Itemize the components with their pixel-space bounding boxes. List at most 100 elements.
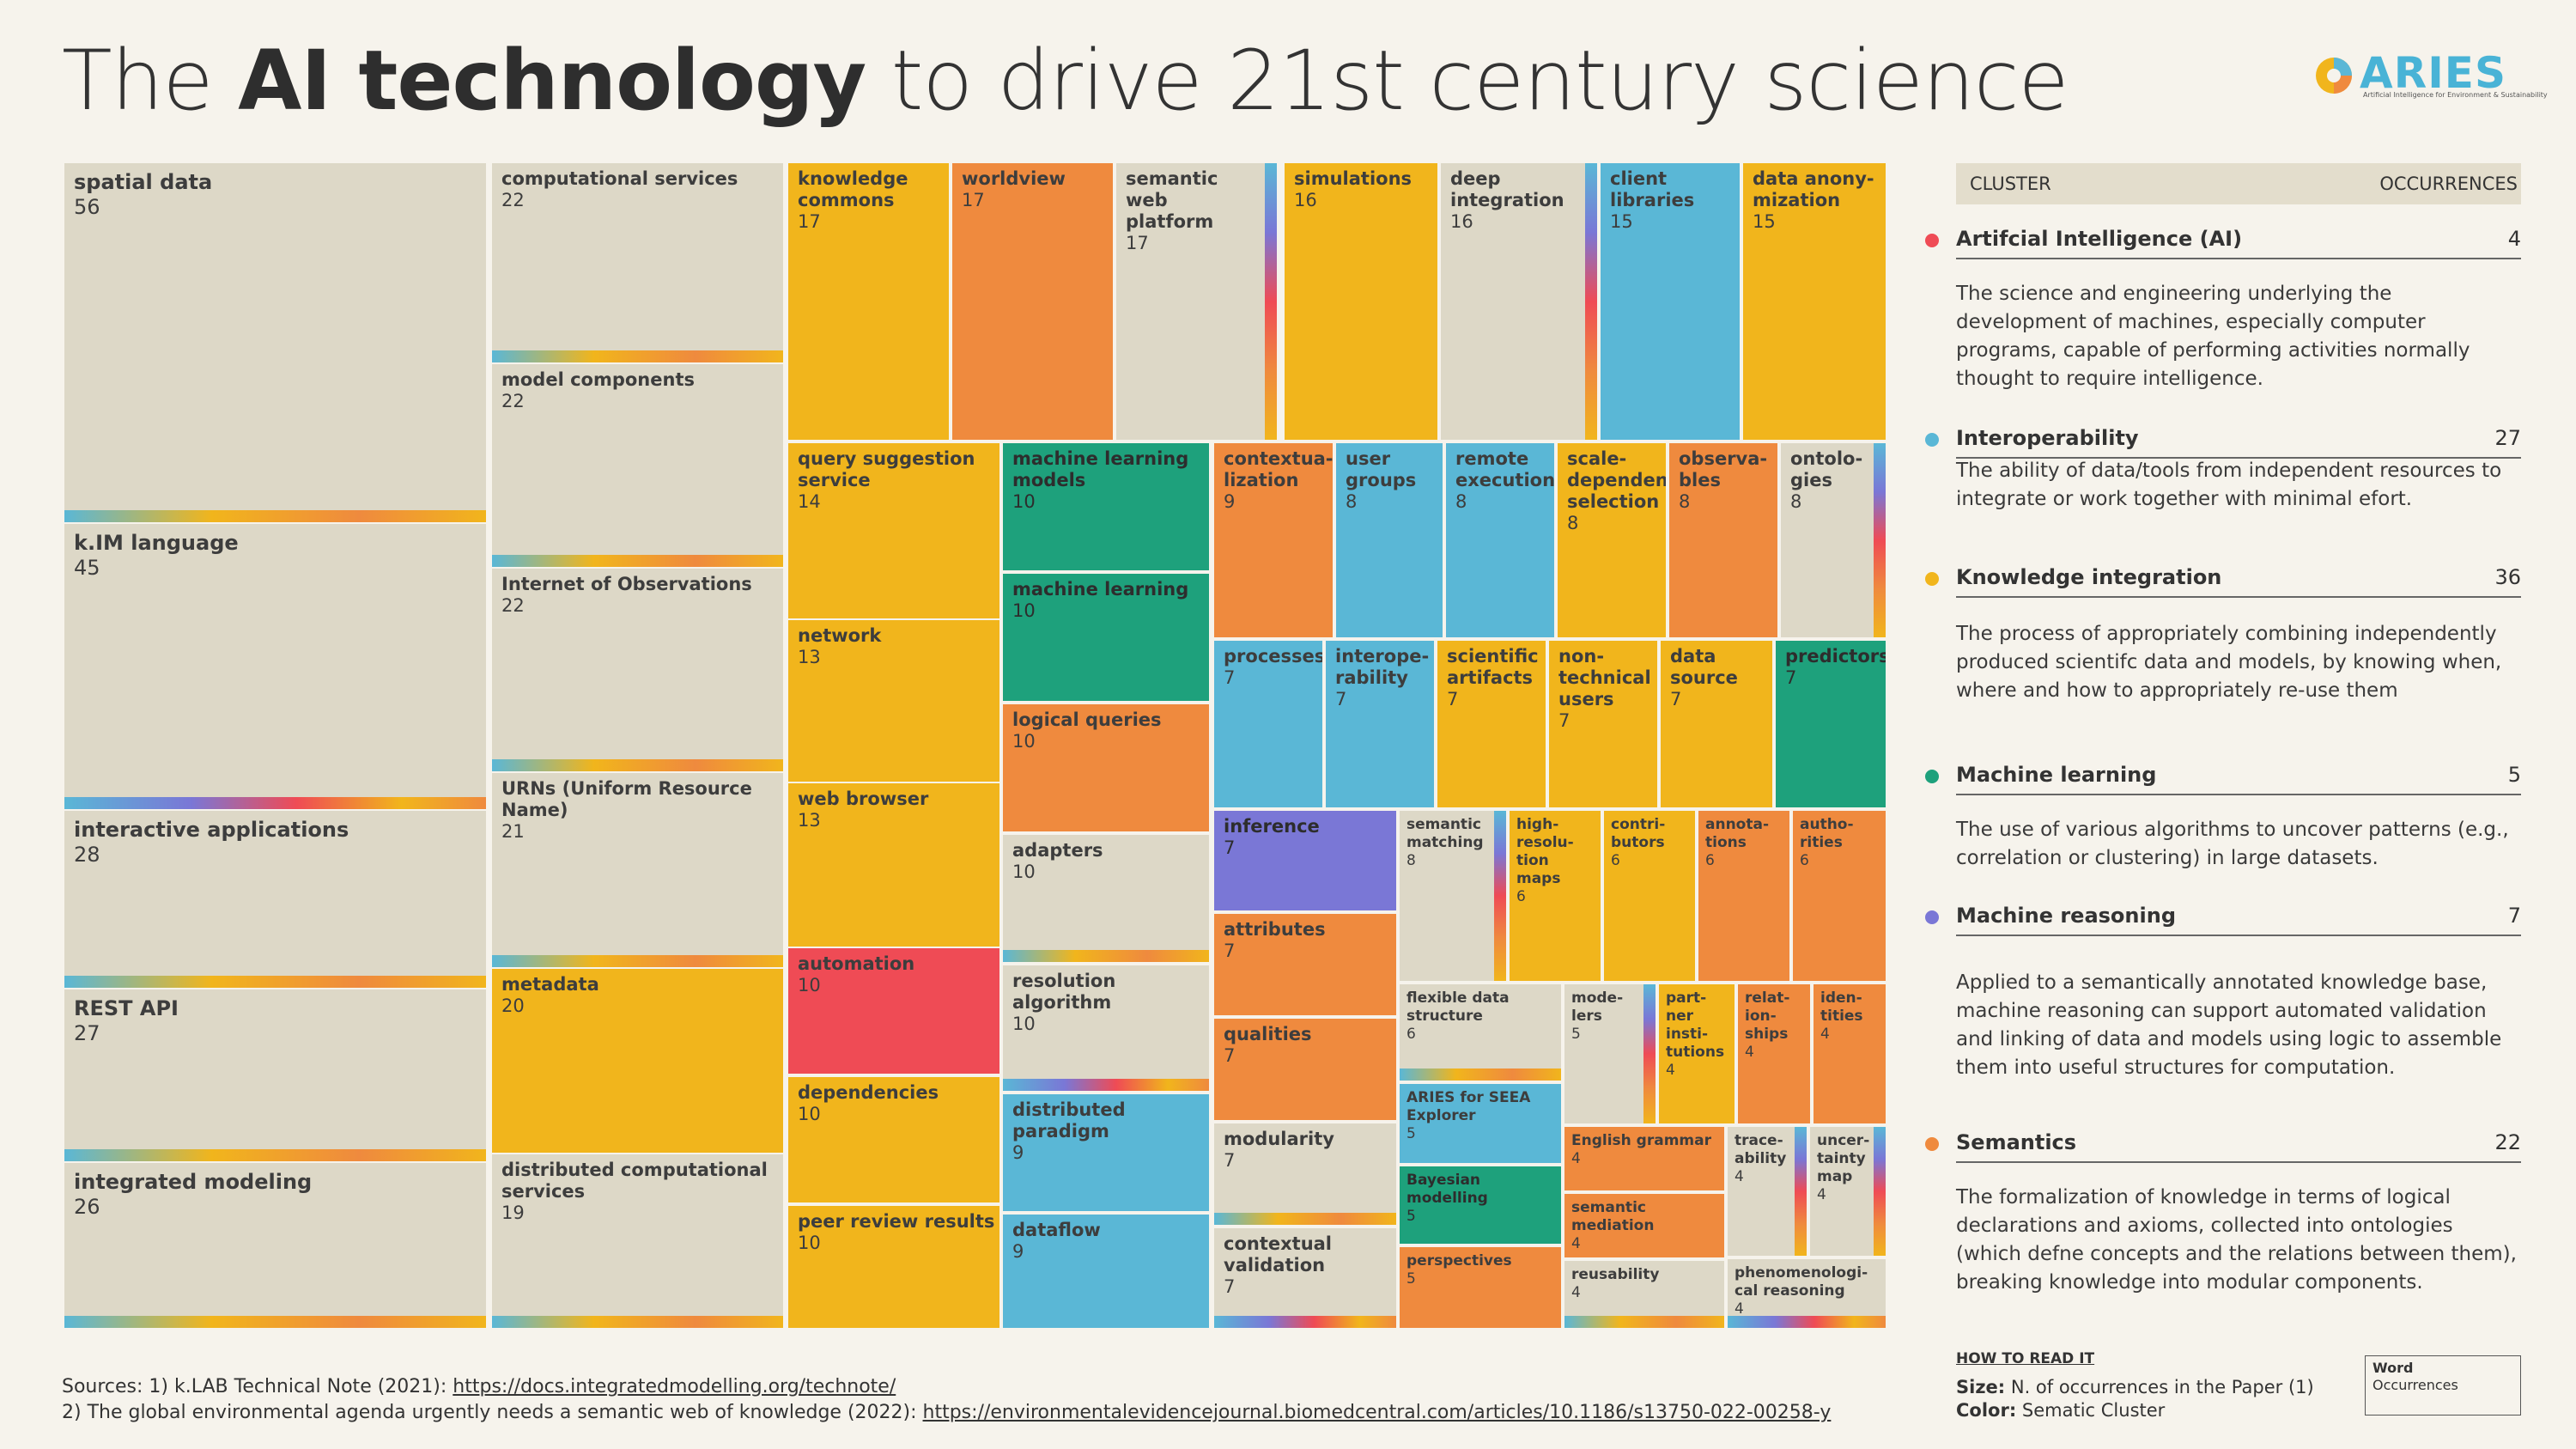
treemap-tile: ARIES for SEEA Explorer 5 [1400,1084,1561,1163]
tile-value: 4 [1735,1300,1744,1318]
tile-value: 7 [1224,941,1236,961]
tile-word: spatial data 56 [74,170,483,220]
tile-value: 9 [1012,1241,1024,1262]
tile-cluster-strip [1214,1316,1396,1328]
tile-value: 17 [1126,233,1149,253]
tile-value: 8 [1567,513,1579,533]
how-to-read-heading: HOW TO READ IT [1956,1350,2095,1367]
tile-label: Bayesian modelling [1406,1172,1488,1207]
tile-label: contextua-lization [1224,448,1333,490]
tile-cluster-strip [64,797,486,809]
tile-word: Bayesian modelling 5 [1406,1172,1558,1226]
treemap-tile: flexible data structure 6 [1400,984,1561,1081]
tile-word: Internet of Observations 22 [501,574,780,617]
treemap-tile: resolution algorithm 10 [1003,965,1209,1091]
legend-cluster-count: 5 [2507,763,2521,787]
tile-value: 21 [501,821,525,842]
legend-cluster-title: Interoperability 27 [1925,426,2521,459]
tile-label: trace-ability [1735,1132,1787,1167]
tile-cluster-strip [492,955,783,967]
tile-word: URNs (Uniform Resource Name) 21 [501,778,780,843]
tile-value: 8 [1455,491,1467,512]
tile-value: 10 [1012,1014,1036,1034]
tile-label: k.IM language [74,531,239,555]
tile-label: URNs (Uniform Resource Name) [501,778,752,820]
tile-label: data anony-mization [1753,168,1874,210]
tile-cluster-strip [1003,950,1209,962]
cluster-dot-icon [1925,433,1939,447]
tile-label: modularity [1224,1129,1334,1149]
source-2-link[interactable]: https://environmentalevidencejournal.bio… [922,1402,1832,1423]
tile-value: 5 [1406,1270,1416,1288]
tile-word: network 13 [798,625,996,668]
tile-word: non-technical users 7 [1558,646,1654,732]
tile-label: spatial data [74,170,213,194]
treemap-tile: reusability 4 [1564,1261,1724,1328]
tile-value: 7 [1670,689,1682,709]
tile-word: deep integration 16 [1450,168,1582,233]
aries-logo-icon [2316,58,2352,94]
tile-cluster-strip [1400,1068,1561,1081]
treemap-tile: uncer-tainty map 4 [1810,1127,1886,1256]
tile-word: interactive applications 28 [74,818,483,868]
tile-cluster-strip [1585,163,1597,440]
tile-label: perspectives [1406,1252,1512,1269]
treemap-tile: relat-ion-ships 4 [1738,984,1810,1123]
legend-header-occurrences: OCCURRENCES [2379,174,2518,194]
tile-label: non-technical users [1558,646,1651,709]
tile-value: 16 [1294,190,1317,210]
tile-value: 8 [1790,491,1802,512]
legend-cluster-title: Knowledge integration 36 [1925,565,2521,598]
legend-cluster-description: The process of appropriately combining i… [1956,623,2502,702]
tile-label: mode-lers [1571,989,1624,1025]
tile-cluster-strip [1265,163,1277,440]
tile-word: knowledge commons 17 [798,168,945,233]
tile-word: scientific artifacts 7 [1447,646,1542,710]
tile-value: 7 [1447,689,1459,709]
tile-label: adapters [1012,840,1103,861]
treemap-tile: observa-bles 8 [1669,443,1777,637]
source-1-link[interactable]: https://docs.integratedmodelling.org/tec… [453,1376,896,1397]
cluster-dot-icon [1925,572,1939,586]
legend-cluster-title: Artifcial Intelligence (AI) 4 [1925,227,2521,259]
cluster-dot-icon [1925,234,1939,247]
tile-word: data source 7 [1670,646,1769,710]
how-to-size: Size: N. of occurrences in the Paper (1) [1956,1377,2314,1397]
tile-label: computational services [501,168,738,189]
tile-cluster-strip [1003,1079,1209,1091]
tile-word: dependencies 10 [798,1082,996,1125]
how-to-color: Color: Sematic Cluster [1956,1400,2166,1421]
treemap-tile: URNs (Uniform Resource Name) 21 [492,773,783,967]
tile-word: data anony-mization 15 [1753,168,1882,233]
tile-cluster-strip [492,1316,783,1328]
tile-word: automation 10 [798,953,996,996]
treemap-tile: non-technical users 7 [1549,641,1657,807]
treemap-tile: contextua-lization 9 [1214,443,1333,637]
treemap-tile: annota-tions 6 [1698,811,1789,981]
treemap-tile: English grammar 4 [1564,1127,1724,1190]
tile-cluster-strip [1494,811,1506,981]
tile-word: user groups 8 [1346,448,1439,513]
tile-value: 7 [1335,689,1347,709]
legend-cluster-count: 27 [2494,426,2521,450]
tile-value: 6 [1406,1026,1416,1043]
tile-value: 10 [1012,600,1036,621]
tile-value: 4 [1735,1168,1744,1185]
tile-word: phenomenologi-cal reasoning 4 [1735,1264,1882,1318]
tile-label: integrated modeling [74,1170,313,1194]
tile-label: inference [1224,816,1320,837]
tile-label: model components [501,369,695,390]
tile-value: 26 [74,1195,100,1219]
tile-value: 10 [798,1233,821,1253]
tile-value: 45 [74,556,100,580]
tile-word: ontolo-gies 8 [1790,448,1870,513]
tile-label: data source [1670,646,1738,688]
legend-cluster-name: Artifcial Intelligence (AI) [1956,227,2243,251]
tile-value: 4 [1817,1186,1826,1203]
tile-word: perspectives 5 [1406,1252,1558,1288]
treemap-tile: modularity 7 [1214,1123,1396,1225]
treemap-tile: contextual validation 7 [1214,1228,1396,1328]
treemap-tile: network 13 [788,620,999,782]
treemap-tile: mode-lers 5 [1564,984,1656,1123]
tile-value: 6 [1611,852,1620,869]
